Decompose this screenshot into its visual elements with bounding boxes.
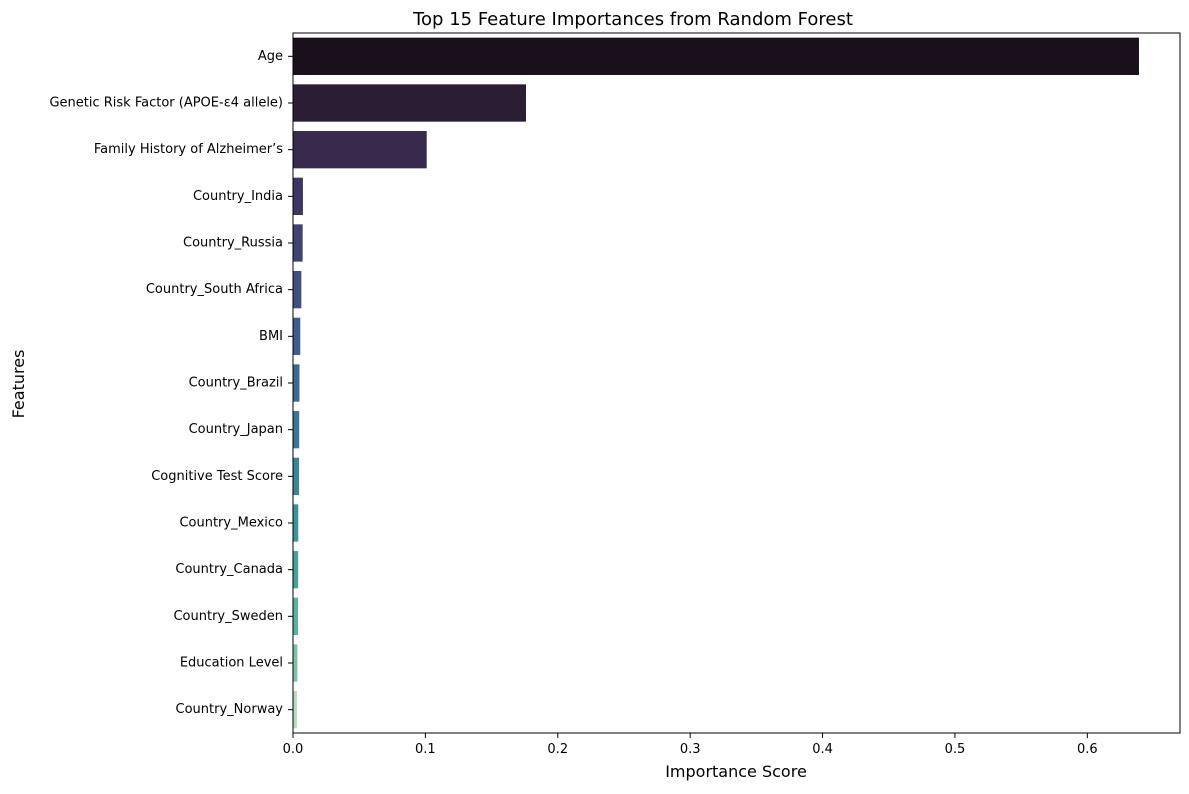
x-axis-ticks: 0.0 0.1 0.2 0.3 0.4 0.5 0.6 xyxy=(283,733,1098,757)
y-tick-label: Country_Norway xyxy=(176,702,284,717)
bar xyxy=(293,177,303,215)
y-tick-label: Country_Mexico xyxy=(179,516,283,531)
y-tick-label: Country_Russia xyxy=(183,236,283,251)
bar xyxy=(293,504,299,542)
bars-layer xyxy=(293,37,1139,729)
bar xyxy=(293,271,302,309)
y-tick-label: Country_Sweden xyxy=(173,609,283,624)
bar xyxy=(293,364,300,402)
bar xyxy=(293,551,299,589)
y-tick-label: Country_Japan xyxy=(189,422,283,437)
y-tick-label: BMI xyxy=(259,329,283,344)
bar xyxy=(293,37,1139,75)
y-tick-label: Country_South Africa xyxy=(146,282,283,297)
bar xyxy=(293,457,300,495)
bar xyxy=(293,84,527,122)
y-tick-label: Genetic Risk Factor (APOE-ε4 allele) xyxy=(49,96,283,111)
bar xyxy=(293,131,427,169)
x-tick-label: 0.2 xyxy=(547,742,568,757)
x-tick-label: 0.6 xyxy=(1077,742,1098,757)
y-tick-label: Country_Canada xyxy=(175,562,283,577)
y-tick-label: Country_Brazil xyxy=(189,376,283,391)
y-tick-label: Education Level xyxy=(180,656,283,671)
x-axis-label: Importance Score xyxy=(665,762,807,781)
y-axis-ticks: Age Genetic Risk Factor (APOE-ε4 allele) F… xyxy=(49,49,293,717)
y-tick-label: Family History of Alzheimer’s xyxy=(94,142,283,157)
x-tick-label: 0.0 xyxy=(283,742,304,757)
bar xyxy=(293,691,297,729)
plot-frame xyxy=(292,32,1181,734)
bar xyxy=(293,411,300,449)
bar xyxy=(293,597,299,635)
y-tick-label: Cognitive Test Score xyxy=(151,469,283,484)
bar xyxy=(293,317,301,355)
x-tick-label: 0.4 xyxy=(812,742,833,757)
y-tick-label: Age xyxy=(258,49,283,64)
x-tick-label: 0.3 xyxy=(680,742,701,757)
x-tick-label: 0.1 xyxy=(415,742,436,757)
x-tick-label: 0.5 xyxy=(945,742,966,757)
chart-title: Top 15 Feature Importances from Random F… xyxy=(412,9,853,30)
y-tick-label: Country_India xyxy=(193,189,283,204)
bar xyxy=(293,644,298,682)
y-axis-label: Features xyxy=(9,350,28,419)
bar xyxy=(293,224,303,262)
